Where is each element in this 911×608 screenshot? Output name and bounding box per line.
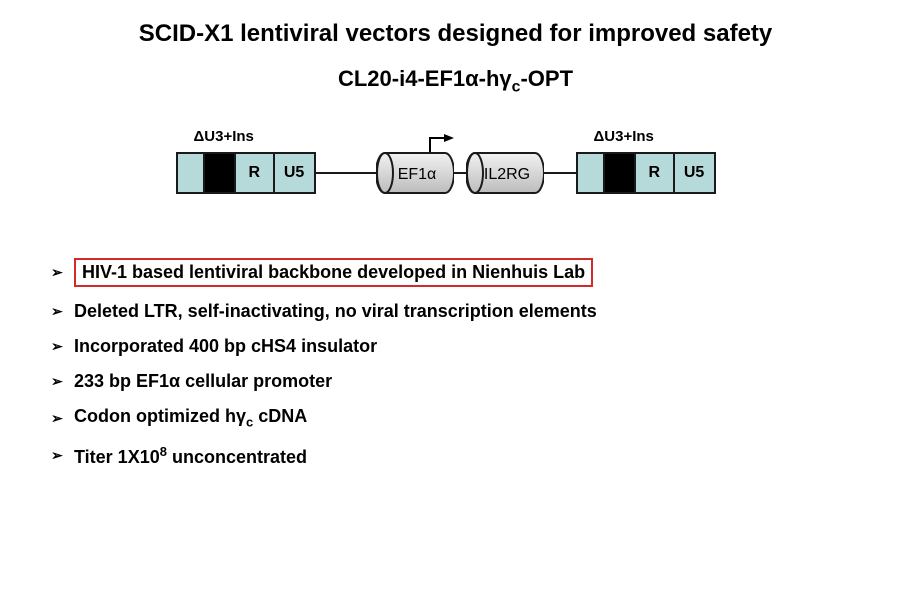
ltr-left-block-seg-0 <box>178 154 205 192</box>
bullet-glyph-icon: ➢ <box>50 303 64 320</box>
ltr-left-block-seg-1 <box>205 154 236 192</box>
ltr-right-block-seg-2: R <box>636 154 675 192</box>
ltr-left-block-seg-3: U5 <box>275 154 314 192</box>
ltr-right-block-seg-3: U5 <box>675 154 714 192</box>
bullet-item: ➢ 233 bp EF1α cellular promoter <box>50 371 861 392</box>
bullet-glyph-icon: ➢ <box>50 373 64 390</box>
vector-diagram-wrap: ΔU3+InsΔU3+InsRU5RU5 EF1α IL2RG <box>40 118 871 208</box>
bullet-list: ➢ HIV-1 based lentiviral backbone develop… <box>40 258 871 468</box>
bullet-glyph-icon: ➢ <box>50 338 64 355</box>
ef1a-cylinder: EF1α <box>376 152 454 194</box>
bullet-item: ➢ Codon optimized hγc cDNA <box>50 406 861 430</box>
svg-text:IL2RG: IL2RG <box>483 166 529 183</box>
bullet-item: ➢ Titer 1X108 unconcentrated <box>50 444 861 468</box>
bullet-item: ➢ HIV-1 based lentiviral backbone develop… <box>50 258 861 287</box>
bullet-glyph-icon: ➢ <box>50 264 64 281</box>
bullet-item: ➢ Deleted LTR, self-inactivating, no vira… <box>50 301 861 322</box>
construct-name: CL20-i4-EF1α-hγc-OPT <box>40 66 871 96</box>
bullet-text: 233 bp EF1α cellular promoter <box>74 371 332 392</box>
bullet-item: ➢ Incorporated 400 bp cHS4 insulator <box>50 336 861 357</box>
connector-line-3 <box>542 172 576 174</box>
bullet-glyph-icon: ➢ <box>50 447 64 464</box>
bullet-text: Deleted LTR, self-inactivating, no viral… <box>74 301 597 322</box>
page-title: SCID-X1 lentiviral vectors designed for … <box>40 20 871 48</box>
ltr-label-right: ΔU3+Ins <box>594 128 654 145</box>
ltr-right-block-seg-0 <box>578 154 605 192</box>
bullet-text: Codon optimized hγc cDNA <box>74 406 307 430</box>
svg-text:EF1α: EF1α <box>397 166 436 183</box>
ltr-right-block-seg-1 <box>605 154 636 192</box>
bullet-text: HIV-1 based lentiviral backbone develope… <box>74 258 593 287</box>
connector-line-1 <box>316 172 376 174</box>
promoter-arrow-icon <box>428 134 454 152</box>
bullet-text: Titer 1X108 unconcentrated <box>74 444 307 468</box>
bullet-text: Incorporated 400 bp cHS4 insulator <box>74 336 377 357</box>
ltr-label-left: ΔU3+Ins <box>194 128 254 145</box>
ltr-right-block: RU5 <box>576 152 716 194</box>
ltr-left-block-seg-2: R <box>236 154 275 192</box>
vector-diagram: ΔU3+InsΔU3+InsRU5RU5 EF1α IL2RG <box>176 118 736 208</box>
ltr-left-block: RU5 <box>176 152 316 194</box>
bullet-glyph-icon: ➢ <box>50 410 64 427</box>
il2rg-cylinder: IL2RG <box>466 152 544 194</box>
